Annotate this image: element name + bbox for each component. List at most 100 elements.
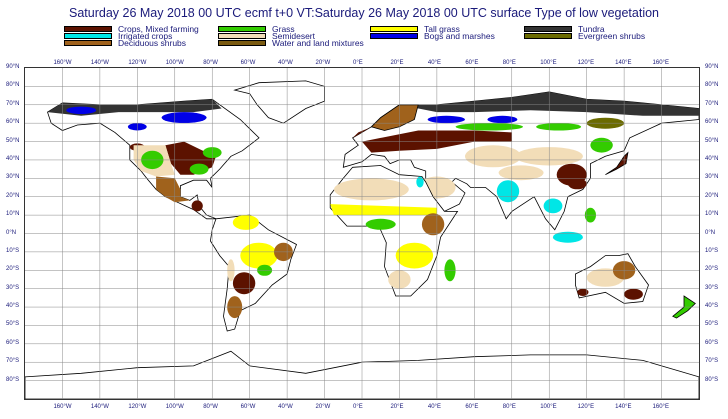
lon-tick-label-bottom: 140°W: [90, 404, 109, 410]
legend-swatch: [218, 40, 266, 46]
lat-tick-label-right: 0°N: [705, 229, 716, 236]
lat-tick-label-right: 40°N: [705, 155, 719, 162]
semi-tibet: [498, 165, 544, 181]
lat-tick-label-right: 70°N: [705, 100, 719, 107]
lat-tick-label-right: 20°N: [705, 192, 719, 199]
legend-swatch: [524, 33, 572, 39]
lon-tick-label-bottom: 160°E: [652, 404, 669, 410]
lat-tick-label-right: 90°N: [705, 64, 719, 70]
lat-tick-label-right: 20°S: [705, 266, 719, 273]
lat-tick-label-left: 40°S: [6, 303, 20, 310]
lat-tick-label-left: 30°S: [6, 284, 20, 291]
lon-tick-label-bottom: 120°E: [577, 404, 595, 410]
irrigated-nile: [416, 176, 424, 188]
lat-tick-label-right: 10°N: [705, 211, 719, 218]
legend-swatch: [64, 40, 112, 46]
tallgrass-sahel: [330, 204, 437, 216]
crops-south-china: [567, 178, 587, 190]
crops-central-america: [191, 200, 203, 212]
lat-tick-label-right: 10°S: [705, 247, 719, 254]
legend-label: Irrigated crops: [118, 31, 173, 41]
lat-tick-label-left: 60°N: [6, 119, 20, 126]
japan: [605, 151, 629, 176]
lon-tick-label-bottom: 40°W: [278, 404, 293, 410]
lat-tick-label-left: 10°S: [6, 247, 20, 254]
lat-tick-label-right: 60°N: [705, 119, 719, 126]
lat-tick-label-left: 20°N: [6, 192, 20, 199]
lat-tick-label-left: 80°N: [6, 82, 20, 89]
map-title: Saturday 26 May 2018 00 UTC ecmf t+0 VT:…: [68, 6, 659, 20]
lon-tick-label-top: 100°W: [165, 60, 184, 66]
lon-tick-label-bottom: 60°E: [465, 404, 479, 410]
lon-tick-label-bottom: 20°E: [390, 404, 404, 410]
shrubs-mexico: [156, 176, 190, 203]
legend-label: Deciduous shrubs: [118, 38, 187, 48]
map-canvas: [25, 68, 699, 399]
lat-tick-label-left: 90°N: [6, 64, 20, 70]
semi-sahara-edge: [334, 178, 409, 201]
legend-label: Semidesert: [272, 31, 315, 41]
lon-tick-label-bottom: 60°W: [240, 404, 256, 410]
lat-tick-label-right: 40°S: [705, 303, 719, 310]
lat-tick-label-left: 70°N: [6, 100, 20, 107]
lat-tick-label-left: 60°S: [6, 339, 20, 346]
irrigated-se-asia: [543, 198, 563, 214]
lon-tick-label-top: 60°W: [240, 60, 256, 66]
lon-tick-label-top: 20°E: [390, 60, 404, 66]
lon-tick-label-top: 140°W: [90, 60, 109, 66]
lon-tick-label-bottom: 100°E: [540, 404, 557, 410]
lon-tick-label-bottom: 140°E: [615, 404, 632, 410]
grass-siberia: [455, 123, 523, 131]
bogs-alaska: [66, 106, 97, 114]
greenland: [233, 80, 326, 124]
crops-pampas: [232, 272, 256, 295]
lon-tick-label-top: 100°E: [540, 60, 557, 66]
grass-manchuria: [590, 137, 613, 153]
legend-swatch: [64, 33, 112, 39]
graticule: [25, 68, 699, 399]
tallgrass-southern-africa: [395, 242, 434, 269]
lat-tick-label-left: 70°S: [6, 358, 20, 365]
lon-tick-label-top: 160°W: [53, 60, 72, 66]
legend-label: Water and land mixtures: [272, 38, 364, 48]
lon-tick-label-top: 120°E: [577, 60, 595, 66]
bogs-canada: [161, 112, 207, 124]
lon-tick-label-top: 40°W: [278, 60, 293, 66]
lat-tick-label-right: 50°S: [705, 321, 719, 328]
map-frame: [24, 67, 700, 400]
irrigated-indonesia: [552, 231, 583, 243]
lat-tick-label-left: 80°S: [6, 376, 20, 383]
lon-tick-label-bottom: 160°W: [53, 404, 72, 410]
lon-tick-label-bottom: 20°W: [315, 404, 331, 410]
south-america: [209, 214, 298, 332]
lat-tick-label-left: 0°N: [6, 229, 17, 236]
lon-tick-label-top: 80°W: [203, 60, 218, 66]
scandinavia: [370, 104, 419, 131]
semi-central-asia: [465, 145, 522, 168]
legend-label: Grass: [272, 24, 295, 34]
lat-tick-label-right: 50°N: [705, 137, 719, 144]
lat-tick-label-right: 70°S: [705, 358, 719, 365]
lon-tick-label-bottom: 0°E: [353, 404, 363, 410]
irrigated-india: [496, 180, 520, 203]
lon-tick-label-bottom: 40°E: [427, 404, 441, 410]
lon-tick-label-bottom: 120°W: [128, 404, 147, 410]
lon-tick-label-top: 20°W: [315, 60, 331, 66]
legend-label: Tundra: [578, 24, 605, 34]
lon-tick-label-top: 160°E: [652, 60, 669, 66]
grass-se: [189, 163, 209, 175]
crops-australia: [624, 288, 643, 300]
lon-tick-label-bottom: 80°W: [203, 404, 218, 410]
lon-tick-label-bottom: 100°W: [165, 404, 184, 410]
crops-west-australia: [577, 288, 589, 296]
lon-tick-label-bottom: 80°E: [502, 404, 516, 410]
lat-tick-label-left: 20°S: [6, 266, 20, 273]
bogs-russia: [427, 115, 465, 124]
legend-label: Tall grass: [424, 24, 460, 34]
lat-tick-label-left: 10°N: [6, 211, 20, 218]
tallgrass-cerrado: [240, 242, 278, 269]
tallgrass-sa-north: [232, 215, 259, 230]
lon-tick-label-top: 140°E: [615, 60, 632, 66]
lat-tick-label-right: 60°S: [705, 339, 719, 346]
legend-swatch: [218, 26, 266, 32]
